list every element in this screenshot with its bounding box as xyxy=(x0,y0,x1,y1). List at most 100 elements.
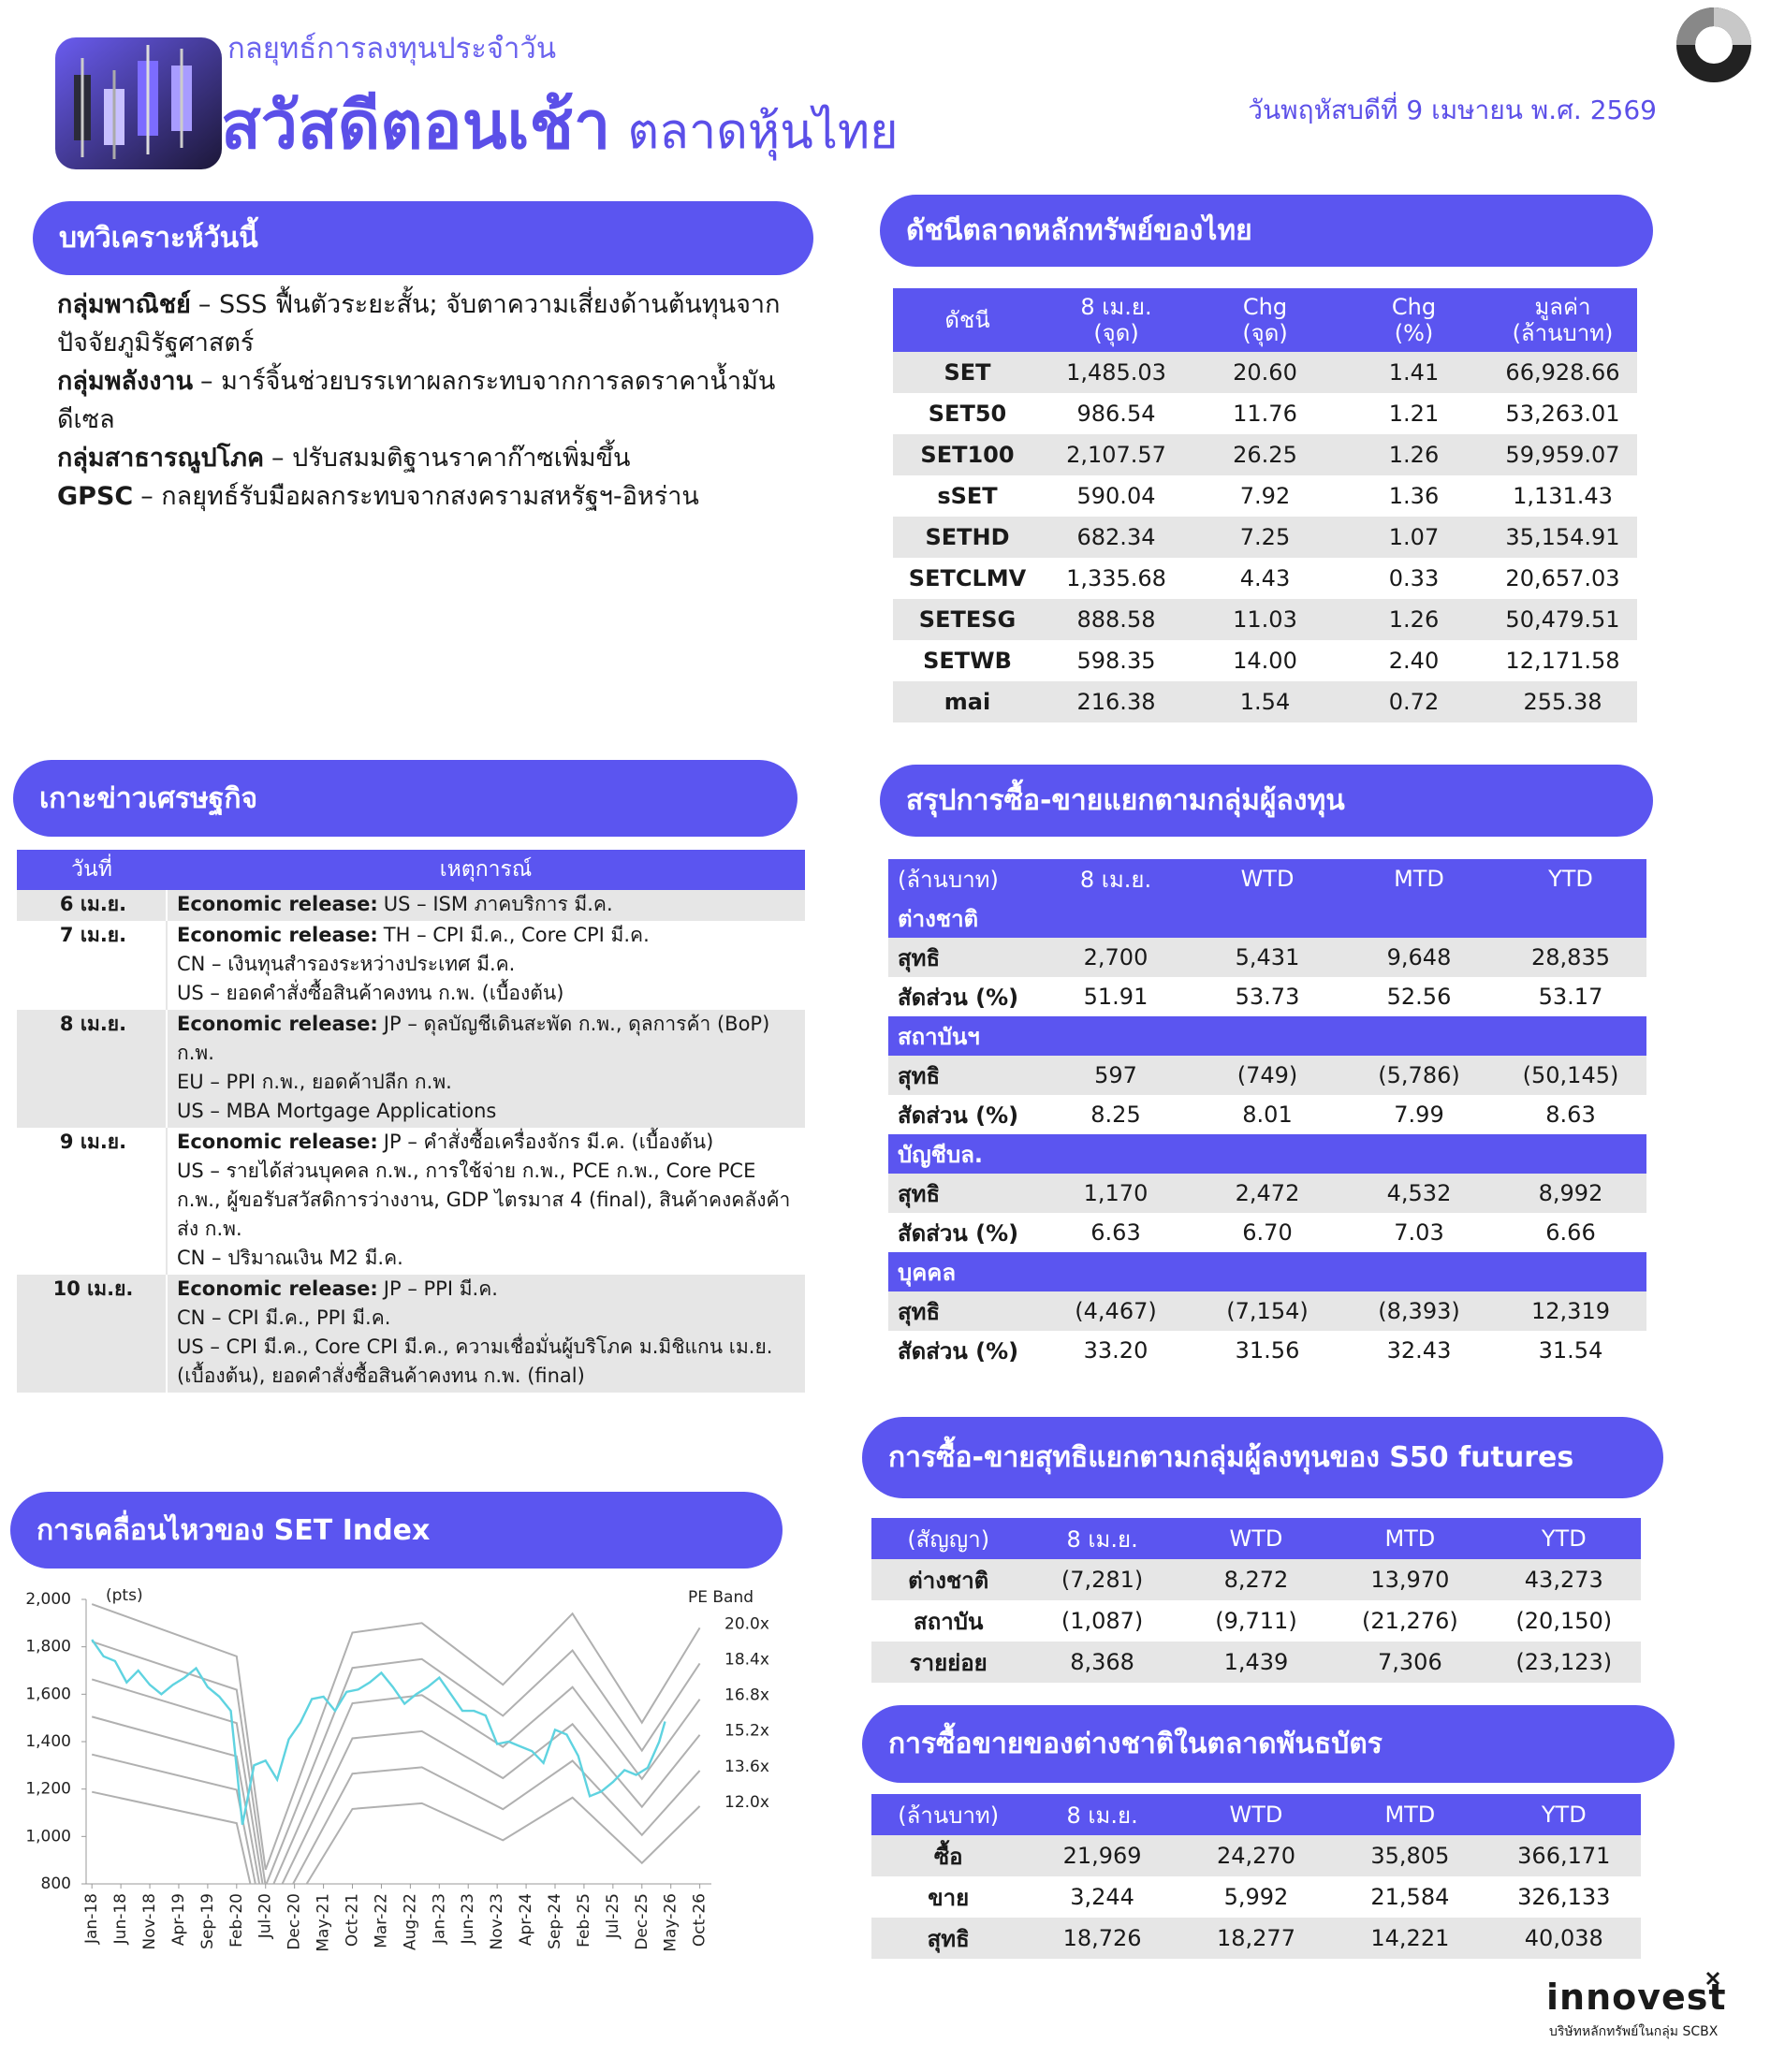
cell: 12,319 xyxy=(1495,1291,1646,1331)
event-text: CN – ปริมาณเงิน M2 มี.ค. xyxy=(177,1247,403,1269)
cell: (9,711) xyxy=(1215,1608,1297,1634)
event-cell: Economic release: JP – ดุลบัญชีเดินสะพัด … xyxy=(167,1010,805,1128)
group-row: สถาบันฯ xyxy=(888,1016,1646,1056)
cell: 2,472 xyxy=(1192,1174,1343,1213)
cell: 1.36 xyxy=(1388,483,1440,509)
band-label: 12.0x xyxy=(724,1793,769,1812)
event-text: CN – CPI มี.ค., PPI มี.ค. xyxy=(177,1306,391,1329)
cell: (23,123) xyxy=(1486,1642,1641,1683)
event-text: TH – CPI มี.ค., Core CPI มี.ค. xyxy=(383,924,650,946)
column-header: MTD xyxy=(1333,1518,1487,1559)
x-tick-label: Sep-19 xyxy=(198,1893,217,1949)
event-line: US – MBA Mortgage Applications xyxy=(177,1097,799,1126)
cell: 31.56 xyxy=(1235,1337,1300,1364)
cell: 1,170 xyxy=(1040,1174,1192,1213)
row-label: สถาบัน xyxy=(914,1608,984,1635)
cell: 6.63 xyxy=(1090,1219,1141,1246)
cell: 18,277 xyxy=(1178,1918,1334,1959)
event-line: US – รายได้ส่วนบุคคล ก.พ., การใช้จ่าย ก.… xyxy=(177,1157,799,1244)
table-row: SET 1,485.03 20.60 1.41 66,928.66 xyxy=(893,352,1637,393)
row-label: สัดส่วน (%) xyxy=(898,984,1019,1011)
cell: 66,928.66 xyxy=(1488,352,1637,393)
cell: 50,479.51 xyxy=(1488,599,1637,640)
event-date: 10 เม.ย. xyxy=(17,1275,168,1393)
cell: 5,992 xyxy=(1223,1884,1289,1910)
cell: 13,970 xyxy=(1333,1559,1487,1600)
x-tick-label: Oct-26 xyxy=(691,1893,710,1947)
cell: 31.54 xyxy=(1538,1337,1603,1364)
cell: 598.35 xyxy=(1076,648,1156,674)
x-tick-label: Apr-19 xyxy=(169,1893,188,1946)
row-label: ซื้อ xyxy=(871,1835,1026,1876)
row-label: ต่างชาติ xyxy=(871,1559,1026,1600)
event-date: 6 เม.ย. xyxy=(17,890,168,921)
x-tick-label: Oct-21 xyxy=(344,1893,362,1947)
cell: 20,657.03 xyxy=(1505,565,1620,591)
cell: (20,150) xyxy=(1515,1608,1613,1634)
cell: 20.60 xyxy=(1191,352,1339,393)
item-text: – กลยุทธ์รับมือผลกระทบจากสงครามสหรัฐฯ-อิ… xyxy=(140,482,699,511)
cell: 33.20 xyxy=(1083,1337,1149,1364)
column-header: MTD xyxy=(1343,859,1495,898)
cell: (21,276) xyxy=(1362,1608,1458,1634)
x-tick-label: Feb-20 xyxy=(227,1893,246,1948)
table-row: sSET 590.04 7.92 1.36 1,131.43 xyxy=(893,475,1637,517)
cell: 9,648 xyxy=(1343,938,1495,977)
event-line: Economic release: JP – PPI มี.ค. xyxy=(177,1275,799,1304)
cell: 7,306 xyxy=(1333,1642,1487,1683)
table-row: SETHD 682.34 7.25 1.07 35,154.91 xyxy=(893,517,1637,558)
pe-band xyxy=(91,1678,701,1884)
event-date: 8 เม.ย. xyxy=(17,1010,168,1128)
cell: 1.26 xyxy=(1339,599,1488,640)
column-header: 8 เม.ย. xyxy=(1025,1518,1179,1559)
header-row: (ล้านบาท) 8 เม.ย. WTD MTD YTD xyxy=(871,1794,1641,1835)
cell: 59,959.07 xyxy=(1488,434,1637,475)
brand-mark xyxy=(1705,1971,1720,1986)
cell: 8,272 xyxy=(1178,1559,1334,1600)
event-text: CN – เงินทุนสำรองระหว่างประเทศ มี.ค. xyxy=(177,953,516,975)
cell: (7,154) xyxy=(1192,1291,1343,1331)
table-row: SETESG 888.58 11.03 1.26 50,479.51 xyxy=(893,599,1637,640)
cell: 2.40 xyxy=(1388,648,1440,674)
cell: 1,131.43 xyxy=(1513,483,1613,509)
cell: 6.66 xyxy=(1545,1219,1596,1246)
event-line: Economic release: TH – CPI มี.ค., Core CP… xyxy=(177,921,799,950)
x-tick-label: Jun-18 xyxy=(111,1893,130,1945)
econ-table: วันที่ เหตุการณ์ 6 เม.ย. Economic release: U… xyxy=(17,850,805,1393)
header-row: วันที่ เหตุการณ์ xyxy=(17,850,805,890)
event-label: Economic release: xyxy=(177,924,378,946)
table-row: สัดส่วน (%) 33.20 31.56 32.43 31.54 xyxy=(888,1331,1646,1370)
cell: (5,786) xyxy=(1343,1056,1495,1095)
table-row: รายย่อย 8,368 1,439 7,306 (23,123) xyxy=(871,1642,1641,1683)
event-date: 9 เม.ย. xyxy=(17,1128,168,1275)
item-text: – SSS ฟื้นตัวระยะสั้น; จับตาความเสี่ยงด้… xyxy=(57,290,781,357)
analysis-item: กลุ่มสาธารณูปโภค – ปรับสมมติฐานราคาก๊าซเพ… xyxy=(57,439,806,477)
table-row: สุทธิ 18,726 18,277 14,221 40,038 xyxy=(871,1918,1641,1959)
cell: 21,584 xyxy=(1370,1884,1450,1910)
group-label: บุคคล xyxy=(888,1252,1646,1291)
cell: 216.38 xyxy=(1042,681,1191,722)
row-label: สุทธิ xyxy=(888,1056,1040,1095)
event-text: JP – PPI มี.ค. xyxy=(383,1277,498,1300)
column-header: (สัญญา) xyxy=(871,1518,1026,1559)
table-row: สัดส่วน (%) 6.63 6.70 7.03 6.66 xyxy=(888,1213,1646,1252)
brand: innovest xyxy=(1546,1977,1727,2018)
event-text: US – CPI มี.ค., Core CPI มี.ค., ความเชื่… xyxy=(177,1335,773,1387)
event-line: US – ยอดคำสั่งซื้อสินค้าคงทน ก.พ. (เบื้อ… xyxy=(177,979,799,1008)
column-header: WTD xyxy=(1178,1794,1334,1835)
section-header: ดัชนีตลาดหลักทรัพย์ของไทย xyxy=(880,195,1653,267)
cell: 1.26 xyxy=(1339,434,1488,475)
event-line: Economic release: JP – คำสั่งซื้อเครื่องจ… xyxy=(177,1128,799,1157)
cell: 52.56 xyxy=(1386,984,1452,1010)
cell: (4,467) xyxy=(1040,1291,1192,1331)
event-cell: Economic release: TH – CPI มี.ค., Core CP… xyxy=(167,921,805,1010)
column-header: WTD xyxy=(1192,859,1343,898)
cell: 1,485.03 xyxy=(1042,352,1191,393)
cell: 51.91 xyxy=(1083,984,1149,1010)
item-label: กลุ่มสาธารณูปโภค xyxy=(57,444,265,473)
cell: 53.73 xyxy=(1235,984,1300,1010)
cell: 1.07 xyxy=(1339,517,1488,558)
header-row: (ล้านบาท) 8 เม.ย. WTD MTD YTD xyxy=(888,859,1646,898)
section-header: การซื้อ-ขายสุทธิแยกตามกลุ่มผู้ลงทุนของ S… xyxy=(862,1417,1663,1498)
